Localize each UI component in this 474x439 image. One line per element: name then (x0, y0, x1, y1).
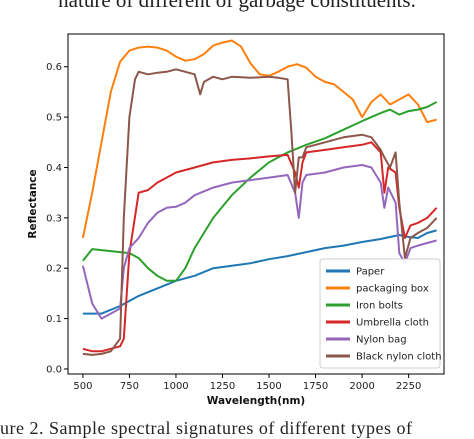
y-axis-label: Reflectance (27, 169, 39, 238)
x-tick-label: 1000 (163, 381, 188, 392)
x-tick-label: 2250 (396, 381, 421, 392)
y-tick-label: 0.4 (46, 163, 62, 174)
series-line-umbrella-cloth (82, 141, 438, 353)
x-tick-label: 500 (73, 381, 92, 392)
legend-label-packaging-box: packaging box (356, 284, 429, 295)
y-tick-label: 0.0 (46, 364, 62, 375)
legend-label-paper: Paper (356, 267, 385, 278)
y-tick-label: 0.6 (46, 62, 62, 73)
legend: Paper packaging box Iron bolts Umbrella clo… (319, 258, 442, 369)
x-tick-label: 1750 (303, 381, 328, 392)
legend-label-iron-bolts: Iron bolts (356, 301, 403, 312)
legend-label-nylon-bag: Nylon bag (356, 335, 407, 346)
x-tick-label: 750 (120, 381, 139, 392)
x-tick-label: 1500 (256, 381, 281, 392)
y-tick-label: 0.5 (46, 113, 62, 124)
y-tick-label: 0.3 (46, 213, 62, 224)
x-tick-label: 2000 (349, 381, 374, 392)
bottom-caption-text: ure 2. Sample spectral signatures of dif… (0, 418, 413, 438)
axis-ticks: 500 750 1000 1250 1500 1750 2000 2250 0.0 0.1 0.2 0… (46, 62, 421, 392)
plot-area-frame (67, 33, 445, 375)
legend-box (319, 258, 441, 369)
top-caption-text: nature of different of garbage constitue… (58, 0, 416, 12)
series-line-black-nylon-cloth (82, 68, 438, 356)
y-tick-label: 0.1 (46, 314, 62, 325)
x-axis-label: Wavelength(nm) (207, 395, 305, 407)
series-line-nylon-bag (81, 164, 437, 320)
series-line-iron-bolts (82, 101, 438, 282)
y-tick-label: 0.2 (46, 264, 62, 275)
series-line-packaging-box (81, 39, 437, 239)
series-lines (81, 39, 438, 356)
legend-label-umbrella-cloth: Umbrella cloth (356, 318, 429, 329)
legend-label-black-nylon-cloth: Black nylon cloth (356, 352, 442, 363)
x-tick-label: 1250 (210, 381, 235, 392)
